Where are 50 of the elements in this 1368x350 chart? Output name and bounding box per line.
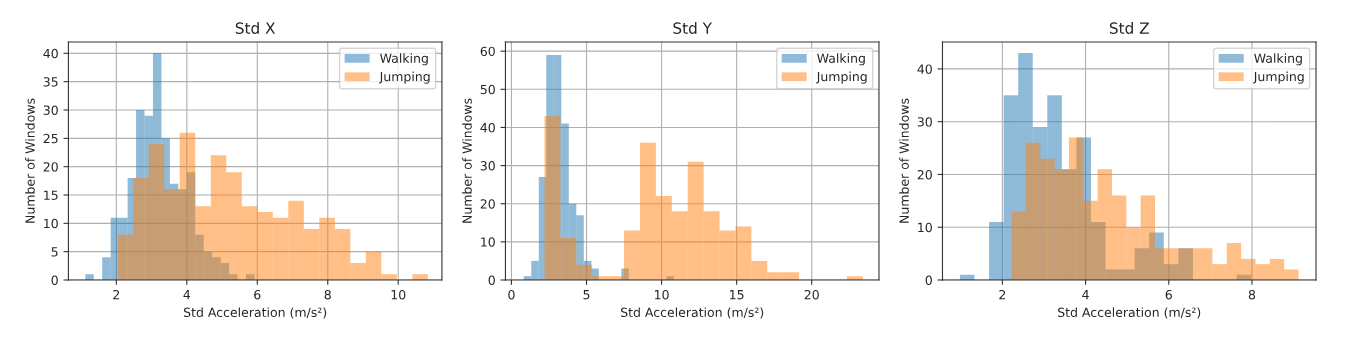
y-tick-label: 30 xyxy=(917,117,932,127)
x-axis-title: Std Acceleration (m/s²) xyxy=(1058,307,1201,319)
y-tick-label: 20 xyxy=(43,162,58,172)
y-tick-label: 5 xyxy=(51,247,58,257)
x-axis-title: Std Acceleration (m/s²) xyxy=(621,307,764,319)
x-tick-label: 20 xyxy=(804,289,819,300)
x-tick-label: 4 xyxy=(1082,290,1089,300)
y-tick-label: 20 xyxy=(480,199,495,209)
x-tick-label: 6 xyxy=(254,289,261,300)
y-tick-label: 10 xyxy=(918,222,932,233)
x-tick-label: 10 xyxy=(655,289,669,300)
legend-label: Walking xyxy=(817,53,865,66)
chart-title: Std Z xyxy=(1109,22,1149,34)
x-axis-title: Std Acceleration (m/s²) xyxy=(183,307,327,319)
legend-label: Walking xyxy=(380,53,428,66)
y-axis-title: Number of Windows xyxy=(25,98,35,223)
y-tick-label: 35 xyxy=(43,77,58,87)
y-tick-label: 40 xyxy=(917,64,932,74)
legend-label: Jumping xyxy=(816,71,867,84)
y-tick-label: 15 xyxy=(44,190,58,200)
y-tick-label: 30 xyxy=(43,105,58,115)
y-tick-label: 25 xyxy=(43,133,58,144)
x-tick-label: 2 xyxy=(999,289,1006,300)
chart-title: Std Y xyxy=(673,22,713,34)
x-tick-label: 8 xyxy=(1248,289,1256,300)
y-tick-label: 40 xyxy=(480,122,495,133)
legend-label: Walking xyxy=(1254,53,1302,66)
chart-title: Std X xyxy=(235,22,276,34)
x-tick-label: 15 xyxy=(730,290,744,300)
x-tick-label: 8 xyxy=(324,289,331,300)
y-tick-label: 40 xyxy=(43,48,58,59)
y-tick-label: 0 xyxy=(925,275,932,285)
x-tick-label: 6 xyxy=(1165,289,1172,300)
y-tick-label: 10 xyxy=(44,218,58,229)
x-tick-label: 5 xyxy=(583,290,590,300)
y-tick-label: 30 xyxy=(480,161,495,171)
y-tick-label: 20 xyxy=(917,169,932,180)
y-tick-label: 0 xyxy=(488,275,495,285)
y-tick-label: 10 xyxy=(481,237,495,247)
y-tick-label: 0 xyxy=(51,275,58,285)
x-tick-label: 0 xyxy=(508,289,515,300)
legend-label: Jumping xyxy=(378,71,430,84)
x-tick-label: 10 xyxy=(391,289,406,300)
x-tick-label: 4 xyxy=(183,290,191,300)
x-tick-label: 2 xyxy=(113,289,120,300)
y-tick-label: 50 xyxy=(480,84,495,95)
legend-label: Jumping xyxy=(1253,71,1304,84)
y-axis-title: Number of Windows xyxy=(462,98,472,223)
y-axis-title: Number of Windows xyxy=(899,98,909,223)
y-tick-label: 60 xyxy=(480,46,495,57)
